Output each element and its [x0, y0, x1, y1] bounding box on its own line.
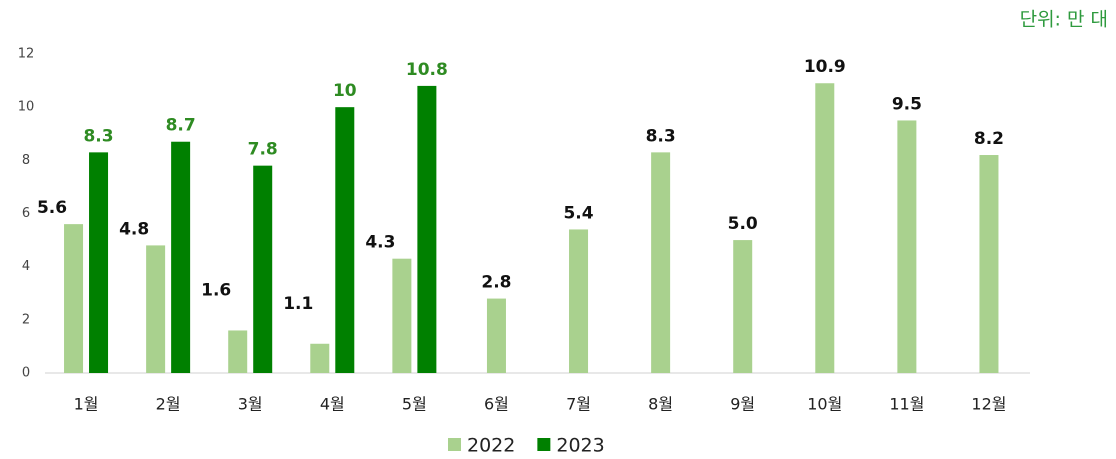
bar	[979, 155, 999, 373]
bar	[815, 83, 835, 373]
bar	[897, 120, 917, 373]
data-label: 10.9	[804, 57, 846, 77]
x-tick-label: 2월	[156, 395, 181, 414]
data-label: 10	[333, 81, 357, 101]
bar	[733, 240, 753, 373]
x-tick-label: 7월	[566, 395, 591, 414]
x-tick-label: 10월	[807, 395, 842, 414]
data-label: 8.3	[646, 126, 676, 146]
bar	[417, 85, 437, 374]
data-label: 4.3	[365, 233, 395, 253]
data-label: 5.0	[728, 214, 758, 234]
bar	[335, 107, 355, 374]
x-tick-label: 11월	[889, 395, 924, 414]
y-tick-label: 8	[22, 153, 30, 168]
x-tick-label: 3월	[238, 395, 263, 414]
bar	[146, 245, 166, 373]
data-label: 8.3	[83, 126, 113, 146]
data-label: 9.5	[892, 94, 922, 114]
bar	[64, 224, 84, 373]
data-label: 4.8	[119, 219, 149, 239]
y-tick-label: 6	[22, 206, 30, 221]
x-tick-label: 9월	[730, 395, 755, 414]
bar	[651, 152, 671, 373]
bar	[392, 258, 412, 373]
x-tick-label: 6월	[484, 395, 509, 414]
y-tick-label: 0	[22, 366, 30, 381]
legend-swatch	[448, 438, 461, 451]
data-label: 10.8	[406, 60, 448, 80]
x-tick-label: 8월	[648, 395, 673, 414]
data-label: 8.2	[974, 129, 1004, 149]
bar	[228, 330, 248, 373]
legend-label: 2023	[556, 435, 604, 457]
data-label: 5.4	[563, 203, 593, 223]
x-tick-label: 4월	[320, 395, 345, 414]
data-label: 1.6	[201, 280, 231, 300]
bar	[569, 229, 589, 373]
data-label: 2.8	[481, 273, 511, 293]
y-tick-label: 4	[22, 259, 30, 274]
x-tick-label: 1월	[74, 395, 99, 414]
legend-label: 2022	[467, 435, 515, 457]
bar	[253, 165, 273, 373]
y-tick-label: 12	[18, 47, 35, 62]
subtitle: 단위: 만 대	[1020, 9, 1108, 31]
data-label: 1.1	[283, 294, 313, 314]
bar	[89, 152, 109, 373]
y-tick-label: 2	[22, 312, 30, 327]
legend-swatch	[537, 438, 551, 451]
bar	[310, 343, 330, 373]
y-tick-label: 10	[18, 100, 35, 115]
bar	[171, 141, 191, 373]
bar	[486, 298, 506, 373]
x-tick-label: 12월	[971, 395, 1006, 414]
data-label: 8.7	[166, 116, 196, 136]
data-label: 7.8	[248, 140, 278, 160]
x-tick-label: 5월	[402, 395, 427, 414]
data-label: 5.6	[37, 198, 67, 218]
